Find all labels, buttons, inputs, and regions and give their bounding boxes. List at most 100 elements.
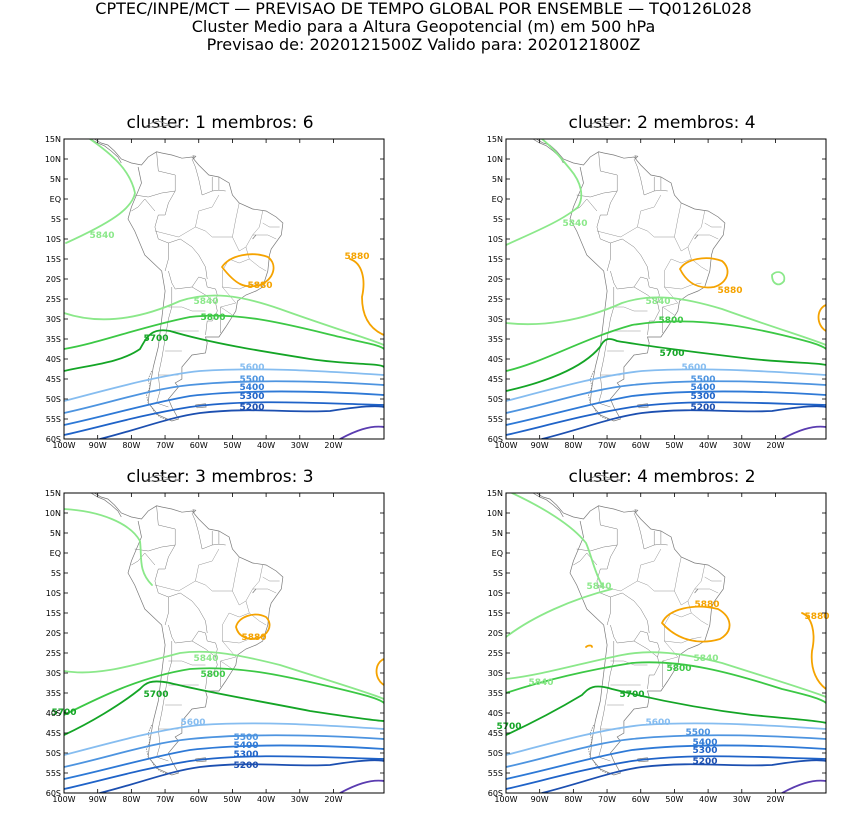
lon-tick-label: 70W (156, 441, 174, 450)
lat-tick-label: 15N (45, 489, 61, 498)
lat-tick-label: 55S (46, 415, 61, 424)
coastline-central-america (90, 492, 122, 518)
state-border (694, 234, 719, 240)
contour-5800 (506, 320, 826, 372)
country-border (154, 151, 176, 272)
contour-low (781, 779, 826, 793)
state-border (232, 556, 240, 592)
contour-5600 (506, 368, 826, 402)
lat-tick-label: 10S (46, 589, 61, 598)
state-border (249, 258, 267, 272)
country-border (191, 512, 199, 534)
island (174, 478, 180, 482)
lat-tick-label: 5N (492, 529, 503, 538)
lon-tick-label: 20W (324, 795, 342, 804)
lat-tick-label: 10S (46, 235, 61, 244)
country-border (633, 640, 660, 690)
island (252, 588, 257, 594)
coastline-south-america (536, 492, 726, 776)
lon-tick-label: 80W (564, 795, 582, 804)
contour-5840 (506, 296, 826, 346)
contour-5880-cell (585, 644, 593, 648)
lat-tick-label: 15S (488, 255, 503, 264)
contour-label: 5880 (344, 252, 369, 262)
contour-label: 5300 (692, 746, 717, 756)
island (694, 588, 699, 594)
axis-ticks: 15N 10N 5N EQ 5S 10S 15S 20S 25S 30S 35S 40S 45S 50S 5… (45, 489, 384, 804)
country-border (191, 640, 218, 690)
state-border (262, 222, 280, 228)
lat-tick-label: 10N (45, 509, 61, 518)
lon-tick-label: 30W (291, 441, 309, 450)
lon-tick-label: 50W (223, 795, 241, 804)
lon-tick-label: 80W (564, 441, 582, 450)
lon-tick-label: 60W (190, 441, 208, 450)
panel-cluster-2: cluster: 2 membros: 4 5840 5880 5840 5800 57… (482, 113, 842, 465)
country-border (596, 505, 618, 626)
country-border (573, 198, 598, 212)
contour-label: 5600 (681, 363, 706, 373)
contour-label: 5300 (690, 392, 715, 402)
contours (506, 493, 826, 793)
lat-tick-label: 10S (488, 235, 503, 244)
state-border (222, 282, 260, 290)
axis-ticks: 15N 10N 5N EQ 5S 10S 15S 20S 25S 30S 35S 40S 45S 50S 5… (45, 135, 384, 450)
lon-tick-label: 30W (291, 795, 309, 804)
contour-5200 (541, 759, 826, 793)
contour-5400 (506, 390, 826, 426)
contour-5840 (64, 294, 384, 346)
header-line-3: Previsao de: 2020121500Z Valido para: 20… (206, 35, 641, 54)
country-border (207, 286, 218, 304)
contour-5880-east (375, 658, 384, 686)
state-border (168, 660, 206, 666)
contour-5840 (64, 650, 384, 700)
lon-tick-label: 90W (89, 795, 107, 804)
island (616, 478, 622, 482)
lon-tick-label: 60W (632, 795, 650, 804)
state-border (252, 588, 277, 594)
lat-tick-label: 35S (46, 689, 61, 698)
lon-tick-label: 70W (156, 795, 174, 804)
state-border (674, 556, 682, 592)
contour-5400 (64, 744, 384, 780)
lat-tick-label: 35S (488, 689, 503, 698)
state-border (664, 600, 692, 641)
island (586, 474, 613, 482)
map-cluster-3: 5880584058005700560055005400530052005700… (45, 474, 385, 804)
axis-ticks: 15N 10N 5N EQ 5S 10S 15S 20S 25S 30S 35S 40S 45S 50S 5… (487, 489, 826, 804)
contour-5500 (506, 734, 826, 768)
lat-tick-label: 50S (488, 395, 503, 404)
lat-tick-label: 35S (46, 335, 61, 344)
contour-label: 5300 (233, 750, 258, 760)
state-border (687, 564, 705, 602)
contour-5700 (64, 329, 384, 372)
island (586, 120, 613, 128)
lon-tick-label: 90W (531, 441, 549, 450)
lat-tick-label: 15N (487, 489, 503, 498)
lat-tick-label: 25S (46, 649, 61, 658)
coastline-south-america (536, 138, 726, 422)
lat-tick-label: 15N (487, 135, 503, 144)
island (252, 234, 257, 240)
lon-tick-label: 50W (665, 441, 683, 450)
state-border (694, 588, 719, 594)
state-border (610, 306, 648, 312)
contour-5880-east (801, 612, 826, 690)
panel-title: cluster: 3 membros: 3 (126, 467, 314, 487)
lat-tick-label: 55S (488, 415, 503, 424)
lat-tick-label: 20S (46, 629, 61, 638)
contour-5800 (64, 314, 384, 350)
contour-low (339, 779, 384, 793)
header-line-1: CPTEC/INPE/MCT — PREVISAO DE TEMPO GLOBA… (95, 0, 752, 18)
lon-tick-label: 80W (122, 795, 140, 804)
lat-tick-label: 30S (488, 315, 503, 324)
contour-5600 (64, 722, 384, 756)
lon-tick-label: 30W (733, 441, 751, 450)
state-border (245, 210, 263, 248)
island (144, 120, 171, 128)
lat-tick-label: 5S (51, 215, 61, 224)
lat-tick-label: 50S (46, 395, 61, 404)
lat-tick-label: 25S (46, 295, 61, 304)
lat-tick-label: 40S (46, 355, 61, 364)
state-border (704, 222, 722, 228)
